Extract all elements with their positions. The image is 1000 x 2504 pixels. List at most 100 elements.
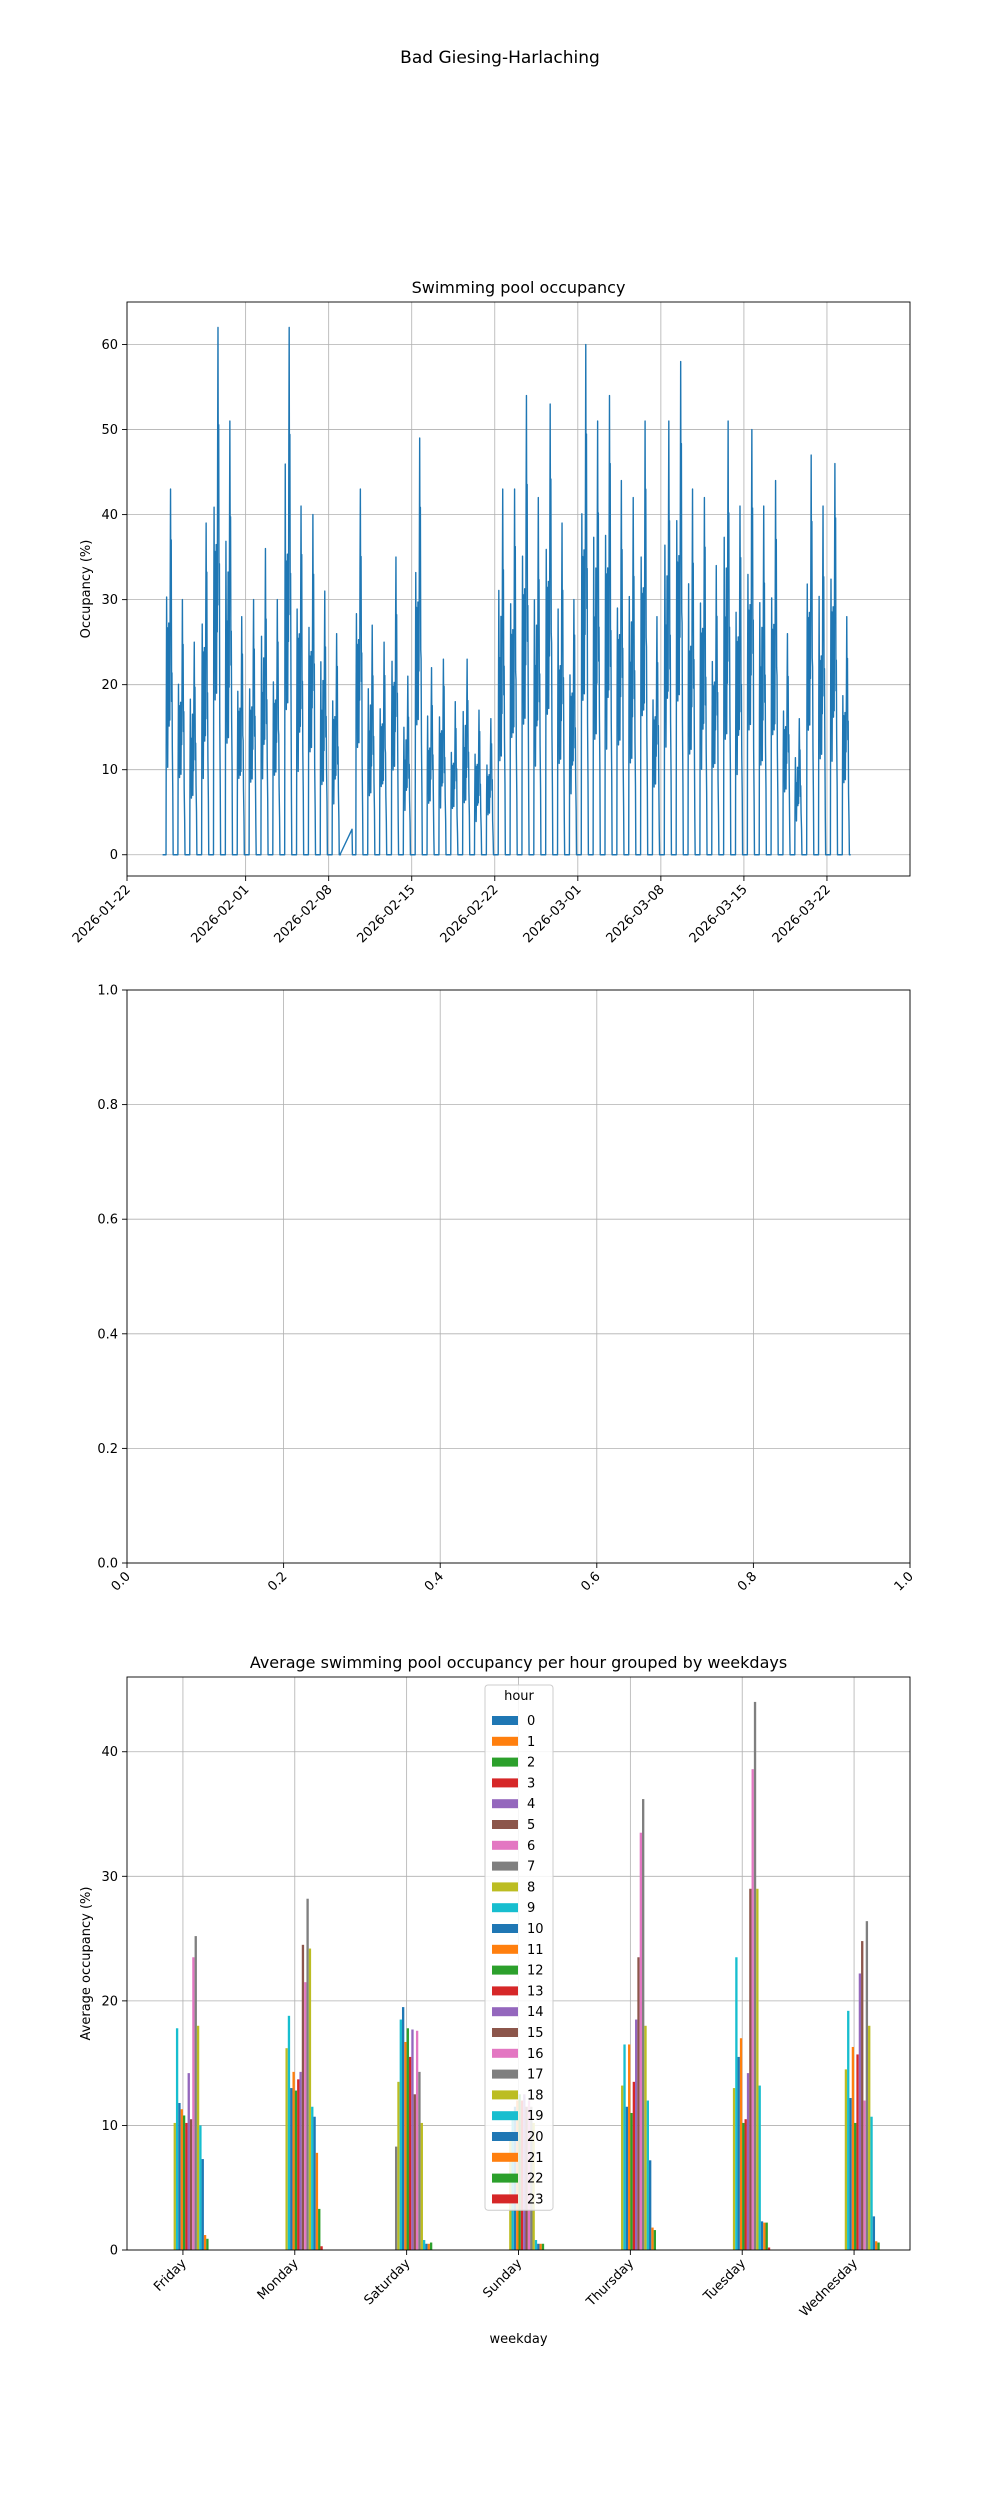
bar-chart-y-tick-label: 40 (101, 1745, 118, 1760)
bar-hour-20-tuesday (760, 2221, 764, 2250)
bar-hour-14-friday (187, 2073, 190, 2250)
bar-chart-y-tick-label: 10 (101, 2119, 118, 2134)
legend-swatch-hour-16 (492, 2048, 518, 2058)
bar-hour-13-saturday (408, 2056, 412, 2250)
legend-label-hour-14: 14 (527, 2005, 544, 2020)
bar-hour-23-tuesday (767, 2247, 771, 2250)
bar-hour-16-tuesday (751, 1769, 754, 2250)
legend-label-hour-20: 20 (527, 2130, 544, 2145)
line-chart-x-tick-label: 2026-02-15 (355, 882, 419, 946)
bar-hour-17-tuesday (753, 1701, 757, 2250)
empty-chart: 0.0 0.2 0.4 0.6 0.8 1.0 0.0 0.2 0.4 0.6 0.8 1.0 (97, 984, 917, 1595)
bar-hour-18-thursday (644, 2025, 647, 2250)
empty-chart-x-tick-label: 1.0 (892, 1569, 917, 1594)
legend-swatch-hour-14 (492, 2007, 518, 2017)
bar-hour-18-saturday (420, 2122, 423, 2250)
bar-hour-8-tuesday (732, 2088, 736, 2250)
bar-hour-16-friday (192, 1957, 195, 2250)
legend-swatch-hour-20 (492, 2132, 518, 2141)
bar-hour-18-monday (308, 1948, 312, 2250)
bar-hour-16-thursday (639, 1832, 643, 2250)
line-chart-y-tick-label: 20 (101, 678, 118, 693)
legend-label-hour-0: 0 (527, 1714, 535, 1729)
bar-chart-category-label: Friday (151, 2256, 190, 2295)
bar-hour-18-wednesday (868, 2025, 871, 2250)
legend-box (484, 1684, 554, 2211)
bar-hour-15-saturday (413, 2094, 416, 2250)
legend-label-hour-5: 5 (527, 1818, 535, 1833)
empty-chart-y-tick-label: 0.0 (97, 1557, 118, 1572)
legend-label-hour-7: 7 (527, 1860, 535, 1875)
legend-swatch-hour-6 (492, 1840, 518, 1850)
bar-hour-9-friday (175, 2028, 179, 2250)
legend-label-hour-2: 2 (527, 1756, 535, 1771)
line-chart-y-tick-label: 50 (101, 423, 118, 438)
bar-hour-21-friday (203, 2235, 207, 2250)
empty-chart-x-tick-label: 0.6 (578, 1569, 603, 1594)
bar-hour-14-saturday (411, 2029, 414, 2250)
bar-hour-22-sunday (541, 2243, 545, 2250)
bar-hour-20-friday (201, 2159, 204, 2250)
legend-swatch-hour-2 (492, 1757, 518, 1767)
bar-hour-20-wednesday (872, 2216, 876, 2250)
bar-hour-14-thursday (635, 2019, 638, 2250)
bar-hour-16-monday (304, 1982, 307, 2250)
bar-hour-14-wednesday (858, 1973, 862, 2250)
bar-hour-10-wednesday (849, 2098, 852, 2250)
legend-swatch-hour-17 (492, 2069, 518, 2079)
bar-hour-17-saturday (418, 2071, 421, 2250)
bar-hour-19-sunday (534, 2240, 538, 2250)
bar-hour-16-wednesday (863, 2100, 866, 2250)
bar-hour-8-saturday (397, 2081, 400, 2250)
bar-hour-15-thursday (637, 1957, 640, 2250)
bar-hour-13-friday (185, 2122, 188, 2250)
line-chart-title: Swimming pool occupancy (412, 278, 626, 297)
legend-title: hour (504, 1689, 534, 1704)
legend-swatch-hour-3 (492, 1778, 518, 1788)
legend-label-hour-3: 3 (527, 1776, 535, 1791)
bar-hour-10-monday (290, 2088, 293, 2250)
bar-hour-11-saturday (404, 2041, 407, 2250)
bar-hour-22-saturday (429, 2242, 433, 2250)
bar-hour-20-monday (313, 2116, 316, 2250)
bar-chart-category-label: Saturday (361, 2256, 413, 2308)
bar-hour-13-wednesday (856, 2054, 859, 2250)
bar-hour-21-saturday (427, 2243, 430, 2250)
bar-hour-22-friday (206, 2238, 209, 2250)
figure-title: Bad Giesing-Harlaching (400, 48, 600, 68)
bar-chart-category-label: Tuesday (700, 2256, 749, 2305)
bar-hour-9-thursday (623, 2044, 626, 2250)
bar-hour-19-tuesday (758, 2085, 761, 2250)
occupancy-series-line (162, 326, 851, 856)
line-chart-frame (126, 301, 911, 877)
line-chart-x-tick-label: 2026-03-22 (770, 882, 834, 946)
bar-hour-17-thursday (642, 1799, 645, 2250)
bar-hour-13-tuesday (744, 2119, 747, 2250)
bar-hour-16-saturday (415, 2030, 419, 2250)
bar-hour-19-wednesday (870, 2116, 873, 2250)
legend-label-hour-12: 12 (527, 1964, 544, 1979)
bar-hour-8-thursday (621, 2085, 624, 2250)
line-chart-x-tick-label: 2026-03-01 (521, 882, 585, 946)
bar-chart-weekday-hour: Friday Monday Saturday Sunday Thursday Tuesda… (79, 1653, 911, 2347)
empty-chart-y-tick-label: 1.0 (97, 984, 118, 999)
bar-hour-21-wednesday (875, 2241, 878, 2250)
legend-label-hour-23: 23 (527, 2192, 544, 2207)
legend-label-hour-9: 9 (527, 1901, 535, 1916)
line-chart-x-tick-label: 2026-02-08 (271, 882, 335, 946)
legend-swatch-hour-7 (492, 1861, 518, 1871)
bar-chart-y-tick-label: 0 (110, 2244, 118, 2259)
legend-swatch-hour-23 (492, 2194, 518, 2204)
bar-hour-13-thursday (632, 2081, 636, 2250)
bar-hour-11-wednesday (851, 2046, 855, 2250)
legend-label-hour-16: 16 (527, 2047, 544, 2062)
empty-chart-y-tick-label: 0.4 (97, 1327, 118, 1342)
bar-hour-12-tuesday (742, 2122, 745, 2250)
legend-label-hour-8: 8 (527, 1880, 535, 1895)
bar-hour-21-sunday (539, 2243, 542, 2250)
bar-hour-11-tuesday (739, 2038, 743, 2250)
legend-swatch-hour-1 (492, 1736, 518, 1746)
bar-hour-14-tuesday (746, 2073, 750, 2250)
bar-chart-xlabel: weekday (489, 2332, 547, 2347)
